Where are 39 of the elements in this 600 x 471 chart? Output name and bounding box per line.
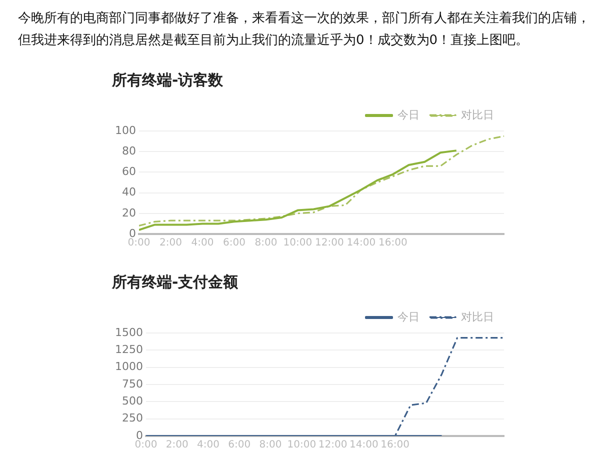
chart-title: 所有终端-访客数: [111, 70, 224, 89]
x-tick-label: 2:00: [166, 440, 188, 451]
text: 今晚所有的电商部门同事都做好了准备，来看看这一次的效果，部门所有人都在关注着我们的店铺，但我进来得到的消息居然是截至目前为止我们的流量近乎为0！成交数为0！直接上图吧。: [18, 10, 591, 50]
y-tick-label: 60: [122, 165, 136, 178]
x-tick-label: 6:00: [228, 440, 251, 451]
chart-title: 所有终端-支付金额: [111, 272, 240, 291]
y-tick-label: 40: [122, 186, 136, 199]
x-tick-label: 10:00: [283, 238, 312, 249]
y-tick-label: 250: [122, 412, 143, 425]
y-tick-label: 1250: [114, 343, 143, 356]
x-tick-label: 6:00: [222, 238, 246, 249]
x-tick-label: 16:00: [378, 238, 408, 249]
x-tick-label: 14:00: [346, 238, 376, 249]
y-tick-label: 80: [122, 144, 136, 158]
y-tick-label: 500: [122, 394, 143, 408]
x-tick-label: 16:00: [380, 440, 410, 451]
y-tick-label: 1000: [114, 360, 143, 374]
x-tick-label: 10:00: [287, 440, 316, 451]
x-tick-label: 14:00: [349, 440, 378, 451]
x-tick-label: 4:00: [191, 238, 214, 249]
y-tick-label: 750: [122, 377, 143, 390]
legend-label: 今日: [398, 108, 420, 122]
x-tick-label: 8:00: [254, 238, 278, 249]
x-tick-label: 8:00: [259, 440, 282, 451]
x-tick-label: 0:00: [128, 238, 150, 249]
legend-label: 对比日: [461, 108, 494, 122]
x-tick-label: 2:00: [160, 238, 182, 249]
legend-label: 今日: [398, 310, 420, 324]
y-tick-label: 0: [136, 428, 143, 442]
legend-label: 对比日: [461, 310, 494, 324]
y-tick-label: 100: [114, 124, 136, 137]
y-tick-label: 0: [128, 226, 136, 240]
line-series: [138, 135, 504, 227]
x-tick-label: 4:00: [197, 440, 220, 451]
x-tick-label: 0:00: [134, 440, 158, 451]
x-tick-label: 12:00: [318, 440, 348, 451]
y-tick-label: 20: [122, 206, 136, 220]
y-tick-label: 1500: [114, 326, 143, 339]
x-tick-label: 12:00: [315, 238, 344, 249]
